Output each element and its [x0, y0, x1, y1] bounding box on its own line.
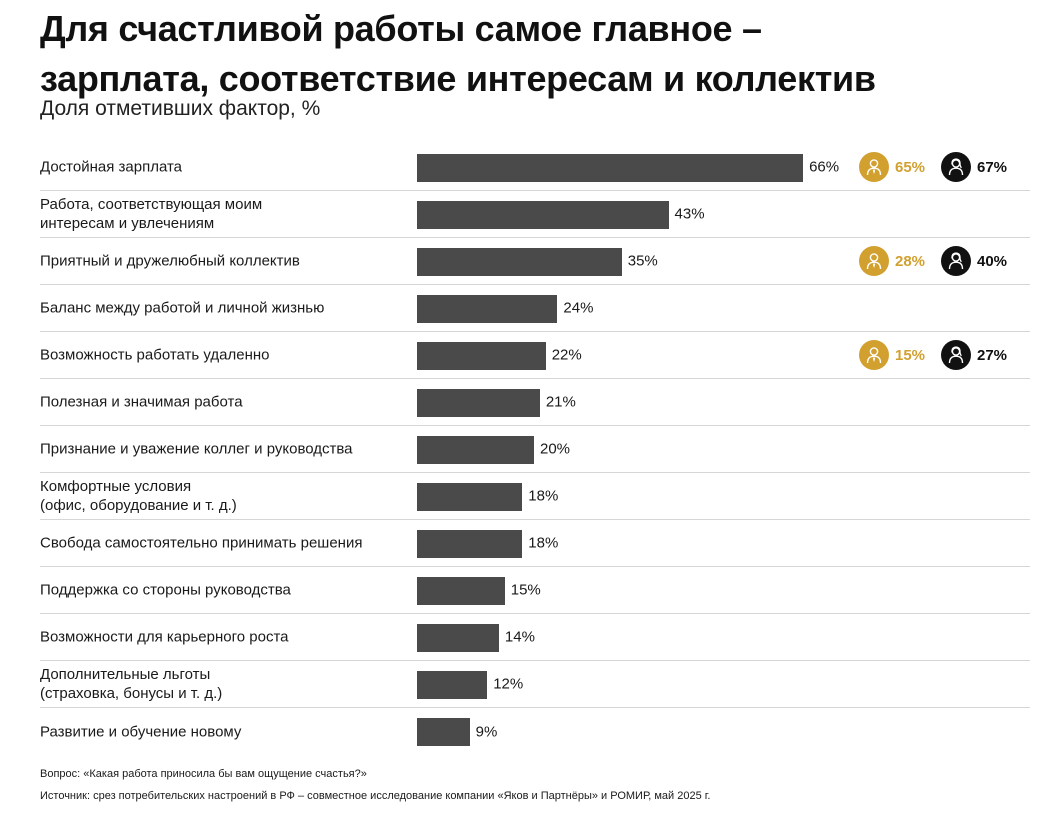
bar-value-label: 12%: [493, 675, 524, 693]
category-label-line: Признание и уважение коллег и руководств…: [40, 440, 353, 458]
chart-title: Для счастливой работы самое главное – за…: [40, 4, 1030, 104]
category-label: Дополнительные льготы (страховка, бонусы …: [40, 665, 412, 703]
chart-row: Приятный и дружелюбный коллектив 35% 28% 40…: [40, 238, 1030, 285]
category-label-line: Достойная зарплата: [40, 158, 183, 176]
female-value-4: 27%: [941, 340, 1007, 370]
female-value-2: 40%: [941, 246, 1007, 276]
bar: [417, 718, 470, 746]
bar-value-label: 35%: [627, 252, 658, 270]
category-label: Достойная зарплата: [40, 158, 412, 177]
category-label-line: Развитие и обучение новому: [40, 723, 242, 740]
male-percent-label: 15%: [895, 346, 926, 364]
category-label: Работа, соответствующая моим интересам и …: [40, 195, 412, 233]
chart-row: Работа, соответствующая моим интересам и …: [40, 191, 1030, 238]
male-person-icon: [866, 159, 882, 176]
bar-value-label: 18%: [528, 487, 559, 505]
male-badge-icon: [859, 152, 889, 182]
chart-title-line-2: зарплата, соответствие интересам и колле…: [40, 58, 876, 99]
category-label: Возможность работать удаленно: [40, 346, 412, 365]
category-label-line: Возможности для карьерного роста: [40, 628, 289, 646]
category-label-line: Работа, соответствующая моим: [40, 196, 263, 213]
male-value-4: 15%: [859, 340, 925, 370]
female-percent-label: 67%: [977, 158, 1008, 176]
bar: [417, 389, 540, 417]
bar-value-label: 9%: [475, 723, 498, 740]
category-label-line: Поддержка со стороны руководства: [40, 581, 291, 599]
bar-value-label: 21%: [545, 393, 576, 411]
category-label-line: Возможность работать удаленно: [40, 346, 270, 364]
female-badge-icon: [941, 152, 971, 182]
bar: [417, 483, 523, 511]
male-badge-icon: [859, 246, 889, 276]
bar-value-label: 20%: [540, 440, 571, 458]
category-label-line: (страховка, бонусы и т. д.): [40, 685, 223, 702]
male-percent-label: 65%: [895, 158, 926, 176]
male-person-icon: [866, 347, 882, 364]
female-person-icon: [948, 346, 964, 364]
male-value-0: 65%: [859, 152, 925, 182]
category-label-line: Дополнительные льготы: [40, 666, 211, 683]
female-value-0: 67%: [941, 152, 1007, 182]
category-label: Приятный и дружелюбный коллектив: [40, 252, 412, 271]
bar-value-label: 24%: [563, 299, 594, 317]
bar: [417, 577, 505, 605]
category-label: Развитие и обучение новому: [40, 722, 412, 741]
bar: [417, 436, 534, 464]
category-label-line: Комфортные условия: [40, 478, 192, 495]
male-person-icon: [866, 253, 882, 270]
female-badge-icon: [941, 246, 971, 276]
category-label-line: Баланс между работой и личной жизнью: [40, 299, 325, 317]
category-label: Полезная и значимая работа: [40, 393, 412, 412]
female-badge-icon: [941, 340, 971, 370]
chart-row: Возможности для карьерного роста 14%: [40, 614, 1030, 661]
category-label: Комфортные условия (офис, оборудование и …: [40, 477, 412, 515]
bar: [417, 201, 669, 229]
chart-row: Достойная зарплата 66% 65% 67%: [40, 144, 1030, 191]
chart-title-line-1: Для счастливой работы самое главное –: [40, 8, 762, 49]
bar: [417, 295, 558, 323]
bar-value-label: 18%: [528, 534, 559, 552]
bar: [417, 624, 499, 652]
male-percent-label: 28%: [895, 252, 926, 270]
chart-row: Поддержка со стороны руководства 15%: [40, 567, 1030, 614]
chart-row: Свобода самостоятельно принимать решения…: [40, 520, 1030, 567]
bar: [417, 248, 622, 276]
category-label-line: Свобода самостоятельно принимать решения: [40, 534, 363, 552]
female-percent-label: 27%: [977, 346, 1008, 364]
bar-value-label: 22%: [551, 346, 582, 364]
category-label: Признание и уважение коллег и руководств…: [40, 440, 412, 459]
bar: [417, 154, 804, 182]
bar-chart: Достойная зарплата 66% 65% 67% Работа, соотв…: [40, 144, 1030, 755]
chart-row: Признание и уважение коллег и руководств…: [40, 426, 1030, 473]
male-value-2: 28%: [859, 246, 925, 276]
chart-row: Полезная и значимая работа 21%: [40, 379, 1030, 426]
category-label-line: Полезная и значимая работа: [40, 393, 243, 411]
female-person-icon: [948, 158, 964, 176]
bar-value-label: 43%: [674, 205, 705, 223]
category-label: Свобода самостоятельно принимать решения: [40, 534, 412, 553]
category-label: Поддержка со стороны руководства: [40, 581, 412, 600]
chart-subtitle: Доля отметивших фактор, %: [40, 97, 321, 120]
chart-row: Дополнительные льготы (страховка, бонусы …: [40, 661, 1030, 708]
bar-value-label: 14%: [504, 628, 535, 646]
chart-row: Возможность работать удаленно 22% 15% 27%: [40, 332, 1030, 379]
source-footnote: Источник: срез потребительских настроени…: [40, 790, 711, 802]
female-percent-label: 40%: [977, 252, 1008, 270]
bar: [417, 342, 546, 370]
category-label-line: интересам и увлечениям: [40, 215, 215, 232]
category-label: Возможности для карьерного роста: [40, 628, 412, 647]
bar: [417, 530, 523, 558]
chart-row: Развитие и обучение новому 9%: [40, 708, 1030, 755]
chart-row: Баланс между работой и личной жизнью 24%: [40, 285, 1030, 332]
category-label-line: (офис, оборудование и т. д.): [40, 497, 237, 514]
bar-value-label: 66%: [809, 158, 840, 176]
bar: [417, 671, 488, 699]
female-person-icon: [948, 252, 964, 270]
question-footnote: Вопрос: «Какая работа приносила бы вам о…: [40, 768, 367, 780]
bar-value-label: 15%: [510, 581, 541, 599]
category-label-line: Приятный и дружелюбный коллектив: [40, 252, 300, 270]
category-label: Баланс между работой и личной жизнью: [40, 299, 412, 318]
chart-row: Комфортные условия (офис, оборудование и …: [40, 473, 1030, 520]
male-badge-icon: [859, 340, 889, 370]
